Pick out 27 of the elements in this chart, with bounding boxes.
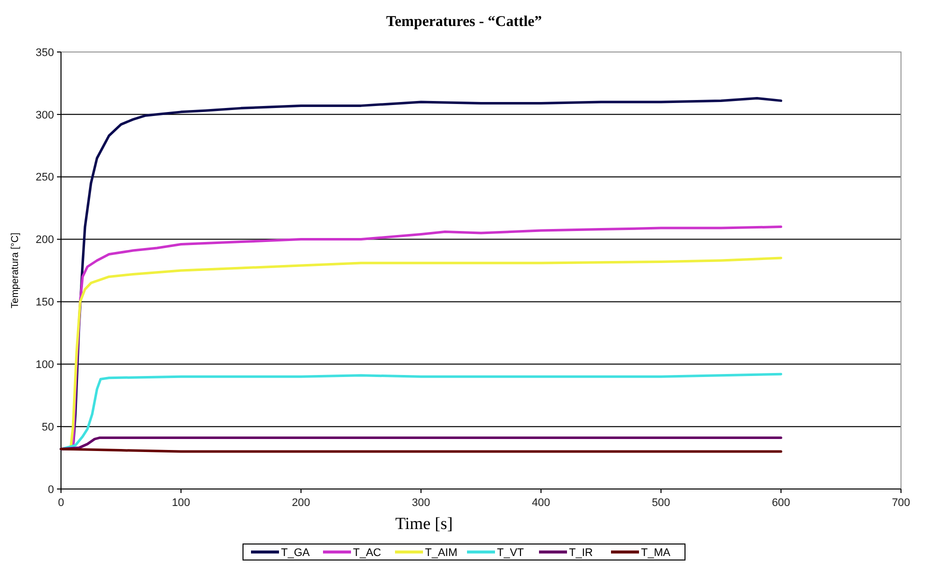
legend-label: T_AC [353,546,382,559]
x-axis-title: Time [s] [395,514,453,533]
x-tick-label: 300 [412,497,430,509]
y-tick-label: 350 [36,46,54,59]
x-tick-label: 700 [892,497,910,509]
x-tick-label: 100 [172,497,190,509]
y-tick-label: 250 [36,172,54,184]
legend-label: T_IR [569,546,593,559]
legend-label: T_GA [281,546,310,559]
x-tick-label: 0 [58,497,64,509]
y-tick-label: 0 [48,484,54,496]
legend-label: T_AIM [425,546,458,559]
y-tick-label: 50 [42,421,54,434]
x-tick-label: 400 [532,497,550,509]
chart-title: Temperatures - “Cattle” [386,14,542,30]
line-series [60,436,782,450]
y-tick-label: 150 [36,296,54,309]
x-tick-label: 500 [652,497,670,509]
y-tick-label: 100 [36,358,54,371]
x-tick-label: 200 [292,497,310,509]
y-tick-label: 300 [36,109,54,122]
legend-label: T_MA [641,546,671,559]
y-axis-title: Temperatura [°C] [10,232,21,308]
legend-label: T_VT [497,546,524,559]
y-tick-label: 200 [36,234,54,246]
x-tick-label: 600 [772,497,790,509]
line-series [60,372,782,450]
